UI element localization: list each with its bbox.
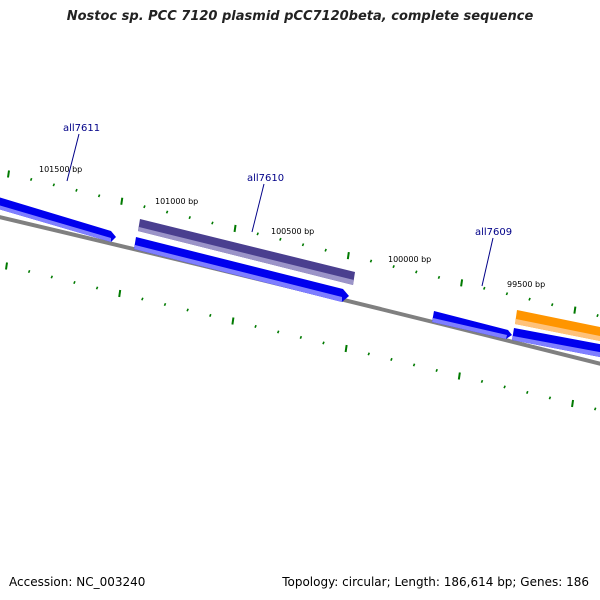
- tick-mark: [211, 221, 214, 225]
- tick-mark: [415, 270, 418, 274]
- tick-mark: [27, 269, 31, 274]
- gene-label-pointer-all7611: [66, 133, 80, 182]
- tick-mark: [188, 216, 191, 220]
- topology-value: circular: [342, 575, 387, 589]
- tick-mark: [165, 210, 169, 214]
- tick-mark: [505, 292, 509, 296]
- tick-mark: [593, 407, 597, 411]
- sequence-summary: Topology: circular; Length: 186,614 bp; …: [282, 575, 589, 589]
- genes-label: Genes:: [520, 575, 563, 589]
- tick-mark: [369, 259, 373, 263]
- gene-right-lower[interactable]: [512, 328, 600, 358]
- tick-mark: [75, 188, 78, 192]
- position-label-100500: 100500 bp: [271, 227, 314, 236]
- gene-label-all7611[interactable]: all7611: [63, 123, 100, 134]
- topology-label: Topology:: [282, 575, 339, 589]
- tick-mark: [460, 279, 464, 287]
- genes-value: 186: [566, 575, 589, 589]
- accession-info: Accession: NC_003240: [9, 575, 145, 589]
- tick-mark: [548, 396, 552, 400]
- map-title: Nostoc sp. PCC 7120 plasmid pCC7120beta,…: [66, 9, 534, 24]
- tick-mark: [163, 302, 167, 307]
- tick-mark: [367, 352, 371, 356]
- tick-mark: [254, 324, 257, 329]
- tick-mark: [571, 399, 575, 408]
- tick-mark: [5, 262, 8, 270]
- tick-mark: [390, 357, 393, 362]
- gene-label-all7610[interactable]: all7610: [247, 173, 284, 184]
- length-label: Length:: [394, 575, 440, 589]
- tick-mark: [344, 344, 348, 353]
- position-label-99500: 99500 bp: [507, 280, 545, 289]
- tick-mark: [528, 297, 531, 301]
- tick-mark: [412, 363, 416, 367]
- position-label-101000: 101000 bp: [155, 197, 198, 206]
- gene-all7610[interactable]: [138, 219, 355, 285]
- tick-mark: [435, 368, 438, 373]
- gene-orange[interactable]: [515, 310, 600, 342]
- tick-mark: [526, 390, 529, 395]
- gene-label-all7609[interactable]: all7609: [475, 227, 512, 238]
- gene-all7609[interactable]: [432, 311, 512, 339]
- tick-mark: [233, 224, 237, 233]
- position-label-100000: 100000 bp: [388, 255, 431, 264]
- tick-mark: [279, 237, 282, 241]
- tick-mark: [95, 286, 99, 290]
- gene-all7611[interactable]: [0, 196, 116, 242]
- tick-mark: [322, 341, 325, 345]
- tick-mark: [120, 197, 124, 205]
- accession-value: NC_003240: [76, 575, 146, 589]
- tick-mark: [480, 379, 484, 384]
- tick-mark: [118, 289, 122, 298]
- accession-label: Accession:: [9, 575, 73, 589]
- tick-mark: [73, 280, 76, 285]
- tick-mark: [573, 306, 577, 314]
- tick-mark: [346, 252, 350, 260]
- length-value: 186,614 bp: [443, 575, 513, 589]
- tick-mark: [276, 330, 280, 334]
- tick-mark: [256, 232, 259, 236]
- tick-row-lower: [5, 262, 597, 411]
- tick-mark: [141, 297, 144, 301]
- gene-label-pointer-all7609: [481, 237, 494, 287]
- tick-mark: [7, 170, 10, 178]
- tick-mark: [301, 243, 305, 247]
- tick-mark: [231, 317, 235, 325]
- tick-mark: [596, 313, 599, 318]
- tick-mark: [483, 286, 486, 290]
- tick-mark: [457, 372, 461, 380]
- tick-mark: [186, 308, 189, 312]
- tick-mark: [50, 275, 54, 279]
- tick-mark: [392, 264, 395, 269]
- tick-row-upper: [7, 170, 599, 318]
- position-label-101500: 101500 bp: [39, 165, 82, 174]
- tick-mark: [143, 205, 146, 209]
- tick-mark: [29, 177, 33, 181]
- tick-mark: [299, 335, 303, 340]
- tick-mark: [209, 313, 212, 318]
- tick-mark: [437, 275, 441, 279]
- gene-label-pointer-all7610: [251, 183, 265, 233]
- gene-strand-lower-left[interactable]: [134, 237, 349, 302]
- tick-mark: [550, 303, 554, 307]
- tick-mark: [97, 194, 101, 198]
- tick-mark: [52, 183, 56, 187]
- tick-mark: [503, 385, 506, 389]
- tick-mark: [324, 248, 327, 252]
